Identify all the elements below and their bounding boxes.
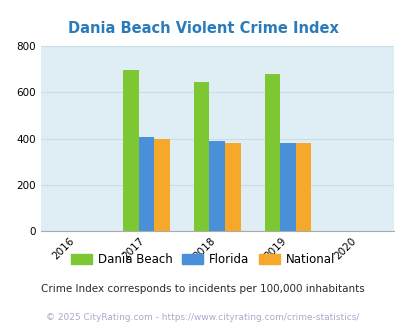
Bar [194, 82, 209, 231]
Bar [123, 70, 139, 231]
Bar [209, 141, 224, 231]
Text: Dania Beach Violent Crime Index: Dania Beach Violent Crime Index [67, 21, 338, 36]
Bar [264, 74, 279, 231]
Legend: Dania Beach, Florida, National: Dania Beach, Florida, National [66, 248, 339, 271]
Text: Crime Index corresponds to incidents per 100,000 inhabitants: Crime Index corresponds to incidents per… [41, 284, 364, 294]
Bar [295, 143, 310, 231]
Bar [279, 143, 295, 231]
Bar [154, 139, 169, 231]
Bar [224, 143, 240, 231]
Text: © 2025 CityRating.com - https://www.cityrating.com/crime-statistics/: © 2025 CityRating.com - https://www.city… [46, 313, 359, 322]
Bar [139, 137, 154, 231]
